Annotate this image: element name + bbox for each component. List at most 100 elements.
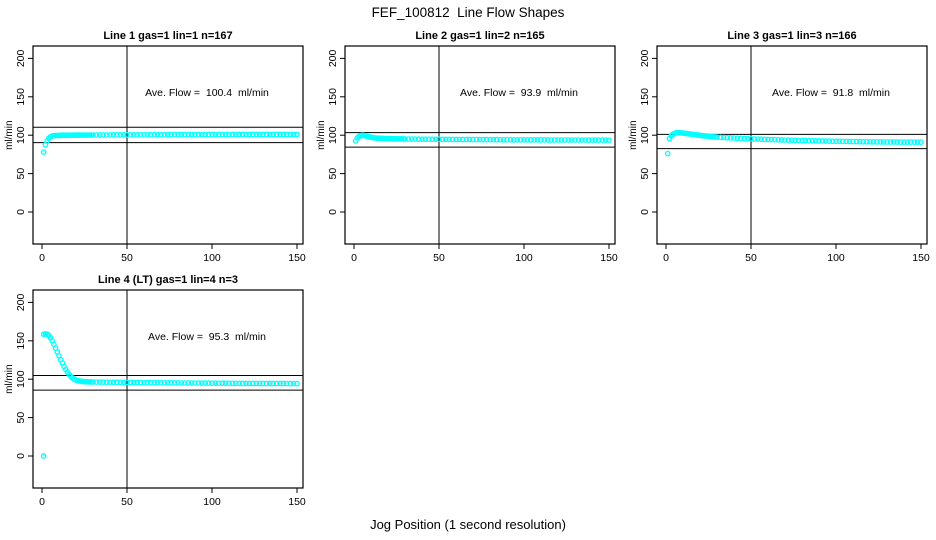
flow-data-point (168, 131, 175, 138)
flow-data-point (904, 139, 911, 145)
flow-data-point (141, 131, 147, 138)
flow-data-point (266, 380, 273, 387)
flow-data-point (897, 139, 904, 145)
plot-box (344, 45, 616, 245)
flow-data-point (198, 380, 205, 386)
y-tick-label: 150 (15, 332, 27, 350)
flow-data-point (561, 137, 568, 143)
flow-data-point (215, 380, 222, 387)
flow-data-point (449, 136, 456, 143)
x-tick-label: 150 (912, 252, 930, 264)
flow-data-point (151, 379, 158, 386)
flow-data-point (480, 136, 487, 143)
flow-data-point (463, 136, 470, 143)
flow-data-point (246, 380, 253, 387)
flow-data-point (714, 134, 720, 140)
flow-data-point (120, 132, 127, 138)
flow-data-point (442, 136, 449, 143)
flow-data-point (425, 136, 432, 143)
flow-data-point (402, 136, 408, 142)
flow-data-point (541, 137, 548, 143)
flow-data-point (476, 136, 483, 143)
flow-data-point (134, 379, 141, 386)
flow-data-point (188, 380, 195, 386)
flow-data-point (287, 380, 294, 387)
flow-data-point (870, 138, 877, 145)
ave-flow-annotation: Ave. Flow = 91.8 ml/min (772, 87, 890, 99)
flow-data-point (283, 380, 290, 387)
flow-data-point (263, 380, 270, 387)
figure-title: FEF_100812 Line Flow Shapes (371, 5, 565, 20)
x-axis-label: Jog Position (1 second resolution) (370, 517, 566, 532)
x-tick-label: 0 (39, 252, 45, 264)
flow-data-point (198, 131, 205, 138)
flow-data-point (154, 131, 161, 138)
flow-data-point (524, 136, 531, 143)
flow-data-point (880, 139, 887, 145)
flow-data-point (761, 136, 768, 143)
y-tick-label: 0 (15, 453, 27, 459)
flow-data-point (490, 136, 497, 143)
flow-data-point (829, 138, 836, 145)
flow-data-point (120, 379, 127, 386)
flow-data-point (592, 137, 599, 143)
flow-data-point (724, 134, 731, 141)
flow-data-point (195, 380, 202, 386)
flow-data-point (154, 379, 161, 386)
flow-data-point (226, 131, 232, 138)
flow-data-point (263, 131, 270, 138)
flow-data-point (771, 136, 778, 143)
panel-title: Line 3 gas=1 lin=3 n=166 (727, 30, 857, 42)
flow-data-point (514, 136, 521, 143)
flow-data-point (239, 131, 246, 138)
flow-data-point (748, 135, 754, 142)
flow-data-point (741, 135, 748, 142)
flow-data-point (901, 139, 907, 145)
flow-data-point (775, 136, 782, 143)
flow-data-point (792, 137, 799, 144)
flow-data-point (280, 131, 287, 138)
flow-data-point (453, 136, 459, 143)
flow-data-point (473, 136, 480, 143)
flow-data-point (270, 380, 277, 387)
flow-data-point (456, 136, 463, 143)
flow-data-point (602, 137, 609, 143)
flow-data-point (419, 136, 425, 143)
flow-data-point (483, 136, 490, 143)
flow-data-point (188, 131, 195, 138)
flow-data-point (727, 135, 734, 141)
flow-data-point (117, 132, 124, 138)
flow-data-point (754, 136, 761, 142)
flow-data-point (534, 137, 541, 143)
flow-data-point (717, 134, 724, 141)
panel-line-3: Line 3 gas=1 lin=3 n=166 0 50 100 150 0 50 100… (624, 30, 936, 280)
flow-data-point (853, 138, 860, 145)
flow-data-point (599, 137, 606, 143)
flow-data-point (93, 132, 100, 138)
flow-data-point (412, 136, 419, 142)
flow-data-point (158, 131, 164, 138)
flow-data-point (758, 136, 765, 143)
flow-data-point (894, 139, 901, 145)
flow-data-point (664, 150, 671, 157)
flow-data-point (222, 131, 229, 138)
y-axis-label: ml/min (4, 364, 15, 393)
flow-data-point (144, 379, 151, 386)
flow-data-point (256, 380, 263, 387)
flow-data-point (113, 132, 120, 138)
flow-data-point (273, 131, 280, 138)
flow-data-point (287, 131, 294, 138)
flow-data-point (181, 380, 188, 386)
flow-data-point (144, 131, 151, 138)
flow-data-point (751, 136, 758, 142)
flow-data-point (151, 131, 158, 138)
flow-data-point (127, 379, 134, 386)
flow-data-point (843, 138, 850, 145)
flow-data-point (538, 137, 544, 143)
flow-data-point (860, 138, 867, 145)
flow-data-point (510, 136, 517, 143)
y-tick-label: 50 (15, 168, 27, 180)
flow-data-point (96, 132, 103, 138)
flow-data-point (253, 131, 260, 138)
flow-data-point (856, 138, 863, 145)
